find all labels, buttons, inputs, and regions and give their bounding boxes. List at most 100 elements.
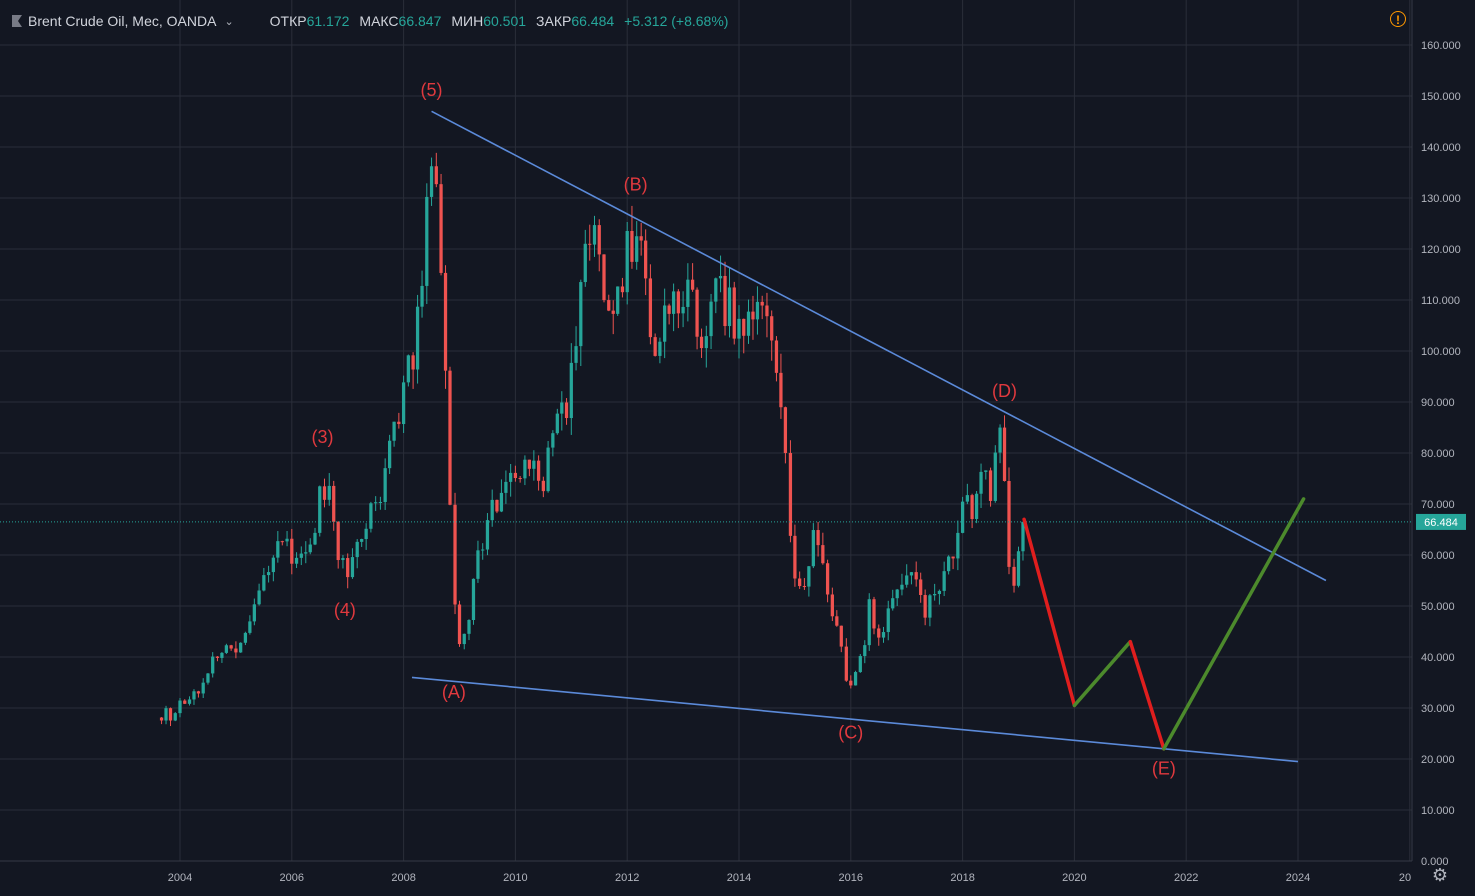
candle-body	[201, 682, 205, 694]
candle-body	[290, 538, 294, 564]
candle-body	[886, 608, 890, 633]
candle-body	[681, 306, 685, 314]
trendline[interactable]	[431, 110, 1327, 582]
candle-body	[686, 279, 690, 307]
candle-body	[988, 470, 993, 501]
candle-body	[933, 593, 937, 596]
candle-body	[905, 575, 909, 585]
candle-body	[397, 421, 401, 425]
candle-body	[187, 699, 192, 704]
candle-body	[849, 680, 853, 686]
wave-label: (5)	[421, 80, 443, 100]
candle-body	[374, 502, 378, 504]
candle-body	[709, 301, 713, 337]
candle-body	[490, 499, 494, 521]
candle-body	[607, 300, 611, 311]
candle-body	[676, 291, 680, 314]
x-tick-label: 2018	[950, 872, 974, 884]
projection-up-segment[interactable]	[1072, 639, 1133, 708]
projection-down-segment[interactable]	[1022, 517, 1077, 708]
candle-body	[541, 480, 545, 492]
candle-body	[839, 625, 843, 647]
candle-body	[746, 311, 751, 336]
candle-body	[648, 278, 653, 338]
candle-body	[224, 645, 229, 653]
wave-label: (E)	[1152, 758, 1176, 778]
candle-body	[471, 578, 476, 620]
candle-body	[280, 541, 284, 543]
candle-body	[993, 452, 997, 501]
candle-body	[360, 539, 364, 542]
candle-body	[429, 166, 434, 197]
candle-body	[853, 672, 858, 686]
projection-up-segment[interactable]	[1162, 497, 1306, 751]
candle-body	[583, 243, 587, 283]
candle-body	[872, 599, 876, 629]
candle-body	[671, 291, 676, 314]
projection-down-segment[interactable]	[1128, 639, 1166, 751]
candle-body	[923, 595, 927, 618]
x-tick-label: 2024	[1286, 872, 1310, 884]
x-tick-label: 2010	[503, 872, 527, 884]
symbol-title[interactable]: Brent Crude Oil, Мес, OANDA	[28, 13, 217, 29]
y-tick-label: 50.000	[1421, 601, 1455, 613]
high-value: 66.847	[398, 13, 442, 29]
wave-label: (B)	[624, 174, 648, 194]
gear-icon[interactable]: ⚙	[1431, 865, 1449, 885]
candle-body	[727, 287, 732, 327]
candle-body	[881, 632, 886, 638]
candle-body	[774, 340, 779, 373]
y-tick-label: 100.000	[1421, 346, 1461, 358]
candle-body	[285, 538, 289, 542]
candle-body	[434, 166, 438, 185]
candle-body	[192, 691, 196, 700]
y-tick-label: 130.000	[1421, 193, 1461, 205]
x-tick-label: 2020	[1062, 872, 1086, 884]
warning-icon[interactable]: !	[1390, 11, 1406, 27]
candle-body	[895, 589, 899, 599]
y-tick-label: 140.000	[1421, 142, 1461, 154]
candle-body	[211, 656, 215, 674]
y-tick-label: 80.000	[1421, 448, 1455, 460]
candle-body	[173, 713, 177, 721]
candle-body	[481, 549, 485, 551]
trendline[interactable]	[411, 676, 1299, 763]
candle-body	[234, 648, 238, 653]
candle-body	[551, 433, 555, 448]
candle-body	[378, 501, 383, 503]
wave-label: (C)	[838, 723, 863, 743]
candle-body	[667, 305, 671, 314]
x-tick-label: 20	[1399, 872, 1411, 884]
candle-body	[844, 646, 848, 681]
candle-body	[783, 407, 788, 454]
candle-body	[308, 544, 312, 553]
candle-body	[206, 673, 210, 683]
candle-body	[504, 481, 508, 493]
candle-body	[476, 550, 480, 579]
candle-body	[960, 501, 965, 533]
last-price-badge	[1416, 513, 1466, 530]
candle-body	[569, 362, 573, 419]
candle-body	[406, 355, 410, 383]
candle-body	[909, 572, 914, 576]
candle-body	[635, 236, 639, 262]
y-tick-label: 160.000	[1421, 40, 1461, 52]
candle-body	[830, 594, 834, 617]
candle-body	[401, 382, 406, 425]
y-tick-label: 40.000	[1421, 652, 1455, 664]
candle-body	[811, 530, 815, 567]
x-tick-label: 2012	[615, 872, 639, 884]
candle-body	[196, 691, 201, 694]
candle-body	[858, 656, 862, 673]
candle-body	[346, 558, 350, 578]
candle-body	[495, 499, 499, 512]
flag-icon[interactable]	[12, 15, 22, 27]
candle-body	[714, 278, 718, 302]
candle-body	[900, 584, 904, 590]
chevron-down-icon[interactable]: ⌄	[224, 15, 234, 28]
candle-body	[313, 532, 317, 545]
candle-body	[919, 579, 923, 596]
candle-body	[532, 460, 536, 469]
